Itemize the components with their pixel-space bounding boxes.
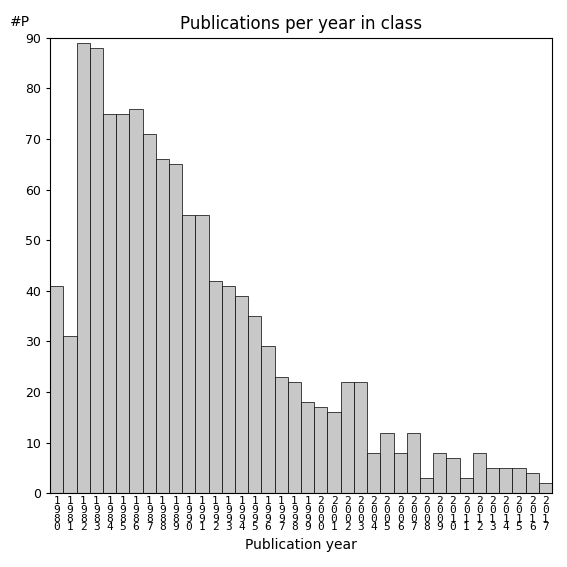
Bar bbox=[526, 473, 539, 493]
Bar bbox=[209, 281, 222, 493]
Bar bbox=[156, 159, 169, 493]
Bar bbox=[248, 316, 261, 493]
Bar bbox=[486, 468, 499, 493]
Bar bbox=[261, 346, 274, 493]
Bar bbox=[433, 453, 446, 493]
Bar bbox=[222, 286, 235, 493]
Bar bbox=[288, 382, 301, 493]
Bar bbox=[129, 109, 142, 493]
Bar bbox=[473, 453, 486, 493]
Bar bbox=[328, 412, 341, 493]
Bar bbox=[446, 458, 460, 493]
Bar bbox=[539, 483, 552, 493]
Bar bbox=[393, 453, 407, 493]
Bar bbox=[407, 433, 420, 493]
Bar bbox=[354, 382, 367, 493]
Title: Publications per year in class: Publications per year in class bbox=[180, 15, 422, 33]
Bar bbox=[367, 453, 380, 493]
Bar bbox=[169, 164, 182, 493]
Bar bbox=[90, 48, 103, 493]
Text: #P: #P bbox=[10, 15, 30, 28]
Bar bbox=[499, 468, 513, 493]
Bar bbox=[142, 134, 156, 493]
Bar bbox=[274, 377, 288, 493]
Bar bbox=[460, 478, 473, 493]
Bar bbox=[301, 402, 314, 493]
Bar bbox=[380, 433, 393, 493]
Bar bbox=[103, 113, 116, 493]
Bar bbox=[314, 407, 328, 493]
Bar bbox=[420, 478, 433, 493]
Bar bbox=[513, 468, 526, 493]
Bar bbox=[64, 336, 77, 493]
Bar bbox=[341, 382, 354, 493]
X-axis label: Publication year: Publication year bbox=[245, 538, 357, 552]
Bar bbox=[116, 113, 129, 493]
Bar bbox=[77, 43, 90, 493]
Bar bbox=[50, 286, 64, 493]
Bar bbox=[235, 296, 248, 493]
Bar bbox=[182, 215, 196, 493]
Bar bbox=[196, 215, 209, 493]
